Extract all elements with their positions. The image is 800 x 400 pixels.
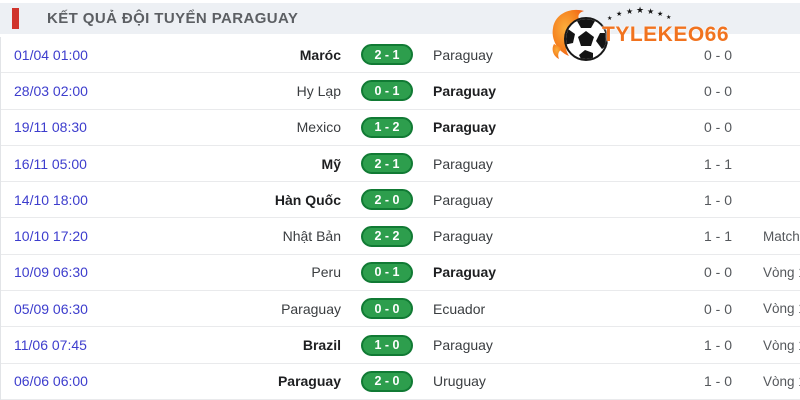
section-header: KẾT QUẢ ĐỘI TUYỂN PARAGUAY (0, 3, 800, 34)
home-team: Mỹ (321, 155, 341, 172)
score-badge[interactable]: 2 - 0 (361, 370, 413, 392)
table-row: 14/10 18:00 Hàn Quốc 2 - 0 Paraguay 1 - … (1, 182, 800, 219)
star-icon: ★ (647, 7, 655, 16)
score-badge[interactable]: 0 - 1 (361, 80, 413, 102)
away-team: Paraguay (433, 337, 493, 354)
page-title: KẾT QUẢ ĐỘI TUYỂN PARAGUAY (47, 10, 299, 27)
match-date[interactable]: 16/11 05:00 (14, 155, 87, 172)
match-date[interactable]: 19/11 08:30 (14, 119, 87, 136)
round-label: Vòng 1 (763, 301, 800, 317)
table-row: 11/06 07:45 Brazil 1 - 0 Paraguay 1 - 0 … (1, 327, 800, 364)
score-badge[interactable]: 0 - 0 (361, 298, 413, 320)
table-row: 01/04 01:00 Maróc 2 - 1 Paraguay 0 - 0 (1, 37, 800, 74)
table-row: 10/09 06:30 Peru 0 - 1 Paraguay 0 - 0 Vò… (1, 255, 800, 292)
score-badge[interactable]: 1 - 0 (361, 334, 413, 356)
star-icon: ★ (636, 5, 645, 15)
table-row: 16/11 05:00 Mỹ 2 - 1 Paraguay 1 - 1 (1, 146, 800, 183)
home-team: Brazil (302, 337, 341, 354)
away-team: Paraguay (433, 191, 493, 208)
home-team: Hàn Quốc (274, 191, 341, 208)
round-label: Match (763, 228, 800, 244)
score-badge[interactable]: 2 - 0 (361, 189, 413, 211)
away-team: Paraguay (433, 82, 497, 99)
score-cell: 1 - 0 (341, 334, 433, 356)
table-row: 19/11 08:30 Mexico 1 - 2 Paraguay 0 - 0 (1, 110, 800, 146)
away-team: Paraguay (433, 228, 493, 245)
score-badge[interactable]: 2 - 2 (361, 225, 413, 247)
halftime-score: 1 - 0 (703, 191, 732, 208)
table-row: 05/09 06:30 Paraguay 0 - 0 Ecuador 0 - 0… (1, 291, 800, 328)
home-team: Peru (311, 264, 341, 281)
score-cell: 0 - 1 (341, 261, 433, 283)
score-cell: 2 - 0 (341, 370, 433, 392)
red-accent-bar (12, 8, 19, 29)
tylekeo66-logo[interactable]: ★ ★ ★ ★ ★ ★ ★ TYLEKEO66 (548, 4, 738, 62)
score-badge[interactable]: 2 - 1 (361, 153, 413, 175)
results-table: 01/04 01:00 Maróc 2 - 1 Paraguay 0 - 0 2… (0, 37, 800, 400)
table-row: 06/06 06:00 Paraguay 2 - 0 Uruguay 1 - 0… (1, 364, 800, 400)
star-icon: ★ (626, 7, 634, 16)
match-date[interactable]: 10/10 17:20 (14, 228, 88, 245)
home-team: Nhật Bản (282, 228, 341, 245)
match-date[interactable]: 05/09 06:30 (14, 300, 88, 317)
away-team: Paraguay (433, 46, 493, 63)
away-team: Paraguay (433, 155, 493, 172)
away-team: Paraguay (433, 264, 497, 281)
score-badge[interactable]: 2 - 1 (361, 44, 413, 66)
match-date[interactable]: 01/04 01:00 (14, 46, 88, 63)
away-team: Uruguay (433, 373, 486, 390)
round-label: Vòng 1 (763, 373, 800, 389)
round-label: Vòng 1 (763, 337, 800, 353)
round-label: Vòng 1 (763, 264, 800, 280)
halftime-score: 0 - 0 (703, 46, 732, 63)
home-team: Paraguay (281, 300, 341, 317)
halftime-score: 0 - 0 (703, 119, 732, 136)
match-date[interactable]: 11/06 07:45 (14, 337, 87, 354)
score-cell: 1 - 2 (341, 116, 433, 138)
halftime-score: 1 - 0 (703, 373, 732, 390)
score-badge[interactable]: 0 - 1 (361, 261, 413, 283)
home-team: Hy Lạp (296, 82, 341, 99)
star-icon: ★ (607, 16, 613, 22)
halftime-score: 1 - 1 (703, 228, 732, 245)
match-date[interactable]: 28/03 02:00 (14, 82, 88, 99)
score-cell: 0 - 1 (341, 80, 433, 102)
halftime-score: 1 - 0 (703, 337, 732, 354)
score-cell: 2 - 1 (341, 153, 433, 175)
table-row: 28/03 02:00 Hy Lạp 0 - 1 Paraguay 0 - 0 (1, 73, 800, 110)
logo-text: TYLEKEO66 (602, 23, 730, 46)
halftime-score: 1 - 1 (703, 155, 732, 172)
home-team: Mexico (296, 119, 341, 136)
match-date[interactable]: 06/06 06:00 (14, 373, 88, 390)
score-cell: 2 - 1 (341, 44, 433, 66)
halftime-score: 0 - 0 (703, 264, 732, 281)
star-icon: ★ (616, 11, 623, 18)
away-team: Paraguay (433, 119, 497, 136)
halftime-score: 0 - 0 (703, 300, 732, 317)
home-team: Maróc (299, 46, 341, 63)
home-team: Paraguay (277, 373, 341, 390)
score-cell: 2 - 2 (341, 225, 433, 247)
star-icon: ★ (657, 11, 664, 18)
soccer-ball-flame-icon (552, 9, 608, 61)
score-badge[interactable]: 1 - 2 (361, 116, 413, 138)
star-icon: ★ (666, 15, 672, 21)
away-team: Ecuador (433, 300, 486, 317)
score-cell: 0 - 0 (341, 298, 433, 320)
table-row: 10/10 17:20 Nhật Bản 2 - 2 Paraguay 1 - … (1, 218, 800, 255)
match-date[interactable]: 14/10 18:00 (14, 191, 88, 208)
halftime-score: 0 - 0 (703, 82, 732, 99)
match-date[interactable]: 10/09 06:30 (14, 264, 88, 281)
score-cell: 2 - 0 (341, 189, 433, 211)
